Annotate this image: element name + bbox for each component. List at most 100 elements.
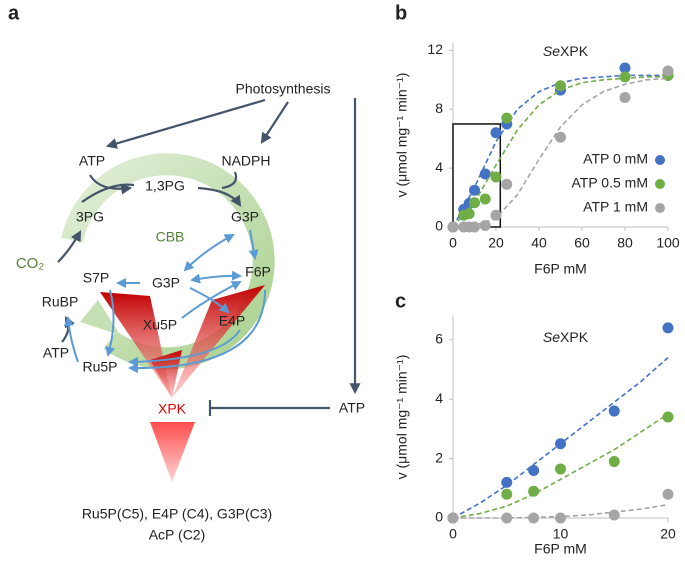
arrow (61, 316, 75, 343)
title-italic: Se (543, 43, 560, 59)
x-tick-label: 20 (488, 235, 504, 251)
point (528, 464, 540, 476)
arrow (128, 289, 266, 374)
flux-fan (172, 285, 265, 398)
point (501, 512, 513, 524)
point (463, 208, 475, 220)
product-arrow (150, 422, 195, 482)
node: Ru5P (82, 359, 117, 375)
flux-fan (150, 350, 182, 398)
node: Photosynthesis (236, 81, 331, 97)
fit-line (452, 356, 669, 519)
point (608, 405, 620, 417)
point (662, 411, 674, 423)
products: AcP (C2) (149, 527, 206, 543)
y-tick-label: 12 (427, 41, 443, 57)
node: Xu5P (143, 317, 177, 333)
point (619, 62, 631, 74)
x-tick-label: 0 (449, 526, 457, 542)
node: 3PG (76, 209, 104, 225)
x-axis-label: F6P mM (534, 541, 587, 557)
x-tick-label: 60 (574, 235, 590, 251)
y-tick-label: 0 (435, 218, 443, 234)
arrow (57, 230, 82, 263)
ring-arrowhead (80, 300, 120, 335)
legend-label: ATP 1 mM (583, 199, 648, 215)
point (490, 127, 502, 139)
point (469, 197, 480, 209)
point (555, 438, 566, 450)
y-tick-label: 6 (435, 330, 443, 346)
node: G3P (152, 275, 180, 291)
point (608, 509, 620, 521)
chart-title: SeXPK (543, 329, 589, 345)
node: CBB (156, 229, 185, 245)
point (619, 91, 631, 103)
x-tick-label: 20 (660, 526, 676, 542)
x-axis-label: F6P mM (534, 261, 587, 277)
x-tick-label: 10 (553, 526, 569, 542)
node: 1,3PG (145, 178, 185, 194)
node: G3P (231, 209, 259, 225)
point (662, 65, 674, 77)
panel-label: a (8, 2, 20, 24)
point (490, 171, 502, 183)
node: ATP (339, 400, 365, 416)
arrow (63, 316, 79, 363)
node: S7P (83, 270, 109, 286)
node: CO₂ (16, 255, 45, 272)
legend-swatch (655, 179, 665, 189)
panel-label: b (395, 2, 407, 24)
x-tick-label: 80 (617, 235, 633, 251)
x-tick-label: 40 (531, 235, 547, 251)
y-tick-label: 0 (435, 509, 443, 525)
point (501, 476, 513, 488)
node: RuBP (42, 294, 79, 310)
node: NADPH (221, 153, 270, 169)
arrow (183, 234, 235, 272)
arrow (260, 101, 289, 144)
fit-line (452, 77, 669, 228)
point (528, 485, 540, 497)
arrow (221, 171, 238, 190)
legend-label: ATP 0.5 mM (571, 175, 648, 191)
panel-label: c (395, 290, 406, 312)
arrow (189, 287, 230, 314)
diagram: a Photosynthesis ATP NADPH 1,3PG 3PG G3P… (8, 2, 365, 542)
legend-swatch (655, 203, 665, 213)
point (490, 209, 502, 221)
point (662, 322, 674, 334)
node: ATP (43, 345, 69, 361)
point (469, 221, 480, 233)
point (555, 463, 566, 475)
point (447, 512, 459, 524)
arrow (197, 186, 242, 207)
title: XPK (560, 329, 589, 345)
point (447, 221, 459, 233)
arrow (181, 281, 242, 319)
fit-line (452, 413, 669, 519)
y-tick-label: 2 (435, 449, 443, 465)
node: ATP (79, 153, 105, 169)
node: E4P (219, 313, 245, 329)
x-tick-label: 100 (656, 235, 680, 251)
point (528, 512, 540, 524)
point (555, 512, 566, 524)
point (501, 178, 513, 190)
x-tick-label: 0 (449, 235, 457, 251)
chart-title: SeXPK (543, 43, 589, 59)
point (662, 488, 674, 500)
legend-swatch (655, 155, 665, 165)
point (501, 488, 513, 500)
point (619, 71, 631, 83)
arrow (81, 183, 135, 203)
point (479, 168, 491, 180)
point (469, 184, 480, 196)
legend-label: ATP 0 mM (583, 151, 648, 167)
title: XPK (560, 43, 589, 59)
y-axis-label: v (μmol mg⁻¹ min⁻¹) (394, 355, 410, 480)
arrow (248, 229, 259, 260)
arrow (128, 329, 241, 367)
y-tick-label: 4 (435, 159, 443, 175)
